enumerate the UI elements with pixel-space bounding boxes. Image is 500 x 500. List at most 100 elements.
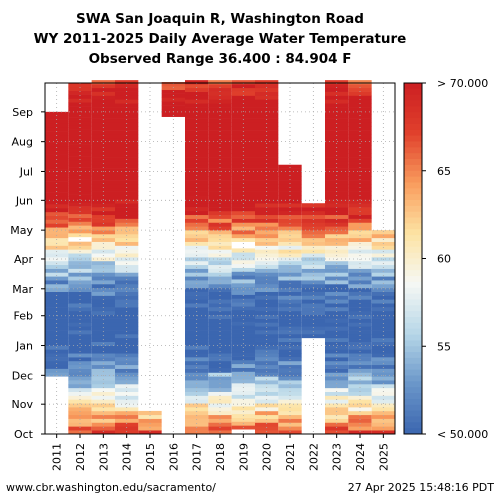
heatmap-cell [348,287,372,292]
heatmap-cell [45,119,69,124]
colorbar-segment [404,258,422,265]
heatmap-cell [91,383,115,389]
heatmap-cell [208,226,232,231]
y-tick-label: Oct [14,428,34,441]
heatmap-cell [325,372,349,377]
heatmap-cell [115,87,139,92]
heatmap-cell [208,87,232,92]
heatmap-cell [301,207,325,212]
colorbar-tick-label: 65 [437,165,451,178]
heatmap-cell [255,222,279,227]
heatmap-cell [115,318,139,323]
heatmap-cell [185,430,209,435]
heatmap-cell [91,80,115,85]
heatmap-cell [348,126,372,131]
heatmap-cell [348,395,372,400]
heatmap-cell [91,218,115,223]
heatmap-cell [91,326,115,331]
heatmap-cell [255,133,279,139]
heatmap-cell [278,364,302,369]
heatmap-cell [231,375,255,380]
colorbar-segment [404,118,422,125]
colorbar-segment [404,83,422,90]
heatmap-cell [68,136,92,141]
heatmap-cell [68,333,92,339]
heatmap-cell [325,207,349,212]
heatmap-cell [231,383,255,388]
heatmap-cell [231,187,255,192]
heatmap-cell [115,160,139,166]
heatmap-cell [115,322,139,327]
heatmap-cell [348,280,372,285]
y-tick-label: Sep [12,106,33,119]
heatmap-cell [278,299,302,304]
heatmap-cell [68,98,92,103]
x-tick-label: 2012 [74,443,87,471]
heatmap-cell [301,326,325,331]
heatmap-cell [115,95,139,100]
heatmap-cell [208,199,232,204]
heatmap-cell [91,226,115,231]
heatmap-cell [348,276,372,281]
heatmap-cell [231,394,255,399]
heatmap-cell [185,414,209,419]
heatmap-cell [208,187,232,192]
heatmap-cell [231,103,255,108]
footer-url[interactable]: www.cbr.washington.edu/sacramento/ [6,481,216,494]
heatmap-cell [91,114,115,119]
heatmap-cell [325,233,349,239]
heatmap-cell [185,383,209,389]
heatmap-cell [185,126,209,131]
heatmap-cell [115,368,139,373]
heatmap-cell [371,360,395,366]
heatmap-cell [91,110,115,116]
heatmap-cell [208,83,232,89]
heatmap-cell [371,272,395,277]
heatmap-cell [255,191,279,196]
heatmap-cell [45,299,69,304]
heatmap-cell [115,372,139,377]
heatmap-cell [348,160,372,166]
heatmap-cell [68,418,92,423]
heatmap-cell [185,199,209,204]
heatmap-cell [68,291,92,296]
heatmap-cell [231,390,255,395]
heatmap-cell [185,418,209,423]
heatmap-cell [208,218,232,223]
heatmap-cell [115,430,139,435]
heatmap-cell [278,403,302,408]
heatmap-cell [255,183,279,189]
heatmap-cell [208,133,232,139]
heatmap-cell [68,109,92,115]
heatmap-cell [45,134,69,140]
heatmap-cell [231,222,255,227]
heatmap-cell [371,299,395,304]
colorbar-segment [404,176,422,183]
heatmap-cell [348,268,372,273]
heatmap-cell [45,230,69,235]
heatmap-cell [91,395,115,400]
heatmap-cell [231,214,255,219]
heatmap-cell [301,303,325,308]
heatmap-cell [208,303,232,308]
heatmap-cell [255,322,279,327]
colorbar-segment [404,205,422,213]
heatmap-cell [45,154,69,159]
heatmap-cell [231,168,255,173]
heatmap-cell [371,410,395,416]
heatmap-cell [185,164,209,169]
heatmap-cell [208,207,232,212]
heatmap-cell [115,122,139,127]
heatmap-cell [185,176,209,181]
heatmap-cell [325,122,349,127]
heatmap-cell [278,226,302,231]
heatmap-cell [255,372,279,377]
heatmap-cell [45,364,69,369]
heatmap-cell [231,199,255,204]
heatmap-cell [371,403,395,408]
heatmap-cell [371,395,395,400]
x-tick-label: 2011 [51,443,64,471]
heatmap-cell [68,310,92,316]
heatmap-cell [231,309,255,315]
heatmap-cell [371,268,395,273]
